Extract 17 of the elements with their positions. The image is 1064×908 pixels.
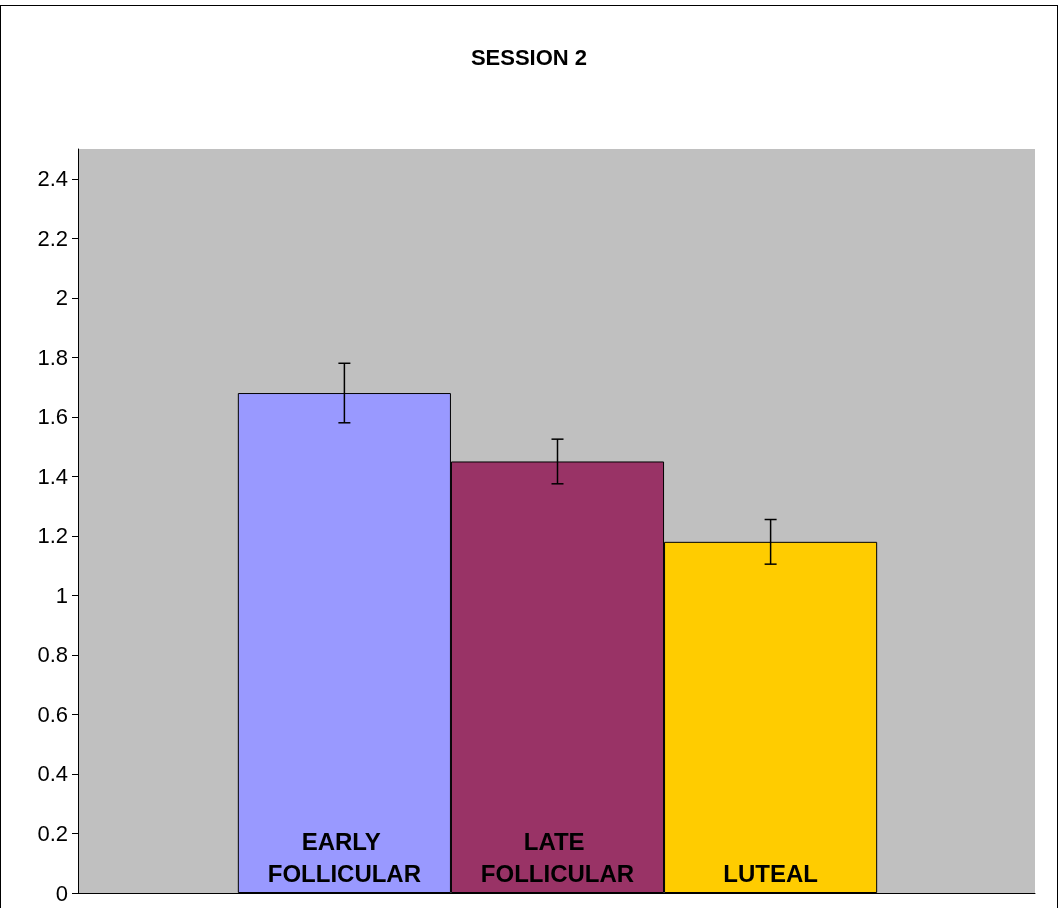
y-tick-label: 2.2 [37, 225, 68, 251]
y-tick-label: 2 [55, 285, 68, 311]
y-tick-label: 1.4 [37, 463, 68, 489]
y-tick-label: 1.2 [37, 523, 68, 549]
y-tick-label: 0.8 [37, 642, 68, 668]
y-tick-label: 0.4 [37, 761, 68, 787]
y-tick-label: 0.2 [37, 820, 68, 846]
y-tick-label: 0 [55, 880, 68, 906]
y-tick-label: 0.6 [37, 701, 68, 727]
x-tick-label: LATE FOLLICULAR [480, 827, 635, 887]
x-tick-label: EARLY FOLLICULAR [267, 827, 422, 887]
y-tick-label: 1.8 [37, 344, 68, 370]
y-tick-label: 2.4 [37, 166, 68, 192]
chart-title: SESSION 2 [470, 44, 588, 70]
x-tick-label: LUTEAL [723, 859, 818, 887]
y-tick-label: 1 [55, 582, 68, 608]
y-tick-label: 1.6 [37, 404, 68, 430]
